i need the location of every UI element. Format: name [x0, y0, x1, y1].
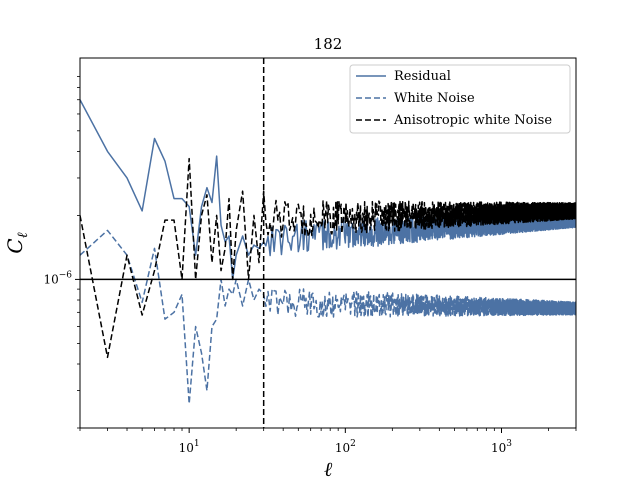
- x-tick-label: 101: [179, 439, 200, 455]
- x-tick-label: 103: [491, 439, 512, 455]
- series-line-2: [80, 229, 576, 405]
- plot-lines: [80, 99, 576, 405]
- chart-title: 182: [314, 35, 343, 53]
- series-line-3: [80, 157, 576, 359]
- legend-label-2: White Noise: [394, 91, 475, 106]
- legend-label-1: Residual: [394, 69, 451, 84]
- legend-box: [349, 64, 571, 134]
- y-tick-label: 10−6: [43, 270, 72, 286]
- x-tick-label: 102: [335, 439, 356, 455]
- x-axis-label: ℓ: [324, 457, 333, 480]
- reference-lines: [80, 58, 576, 428]
- y-axis-label: Cℓ: [3, 232, 31, 253]
- axis-ticks: 101 102 103 10−6: [43, 76, 577, 455]
- legend: Residual White Noise Anisotropic white Noi…: [349, 64, 571, 134]
- legend-label-3: Anisotropic white Noise: [393, 113, 552, 128]
- plot-frame: [79, 57, 577, 429]
